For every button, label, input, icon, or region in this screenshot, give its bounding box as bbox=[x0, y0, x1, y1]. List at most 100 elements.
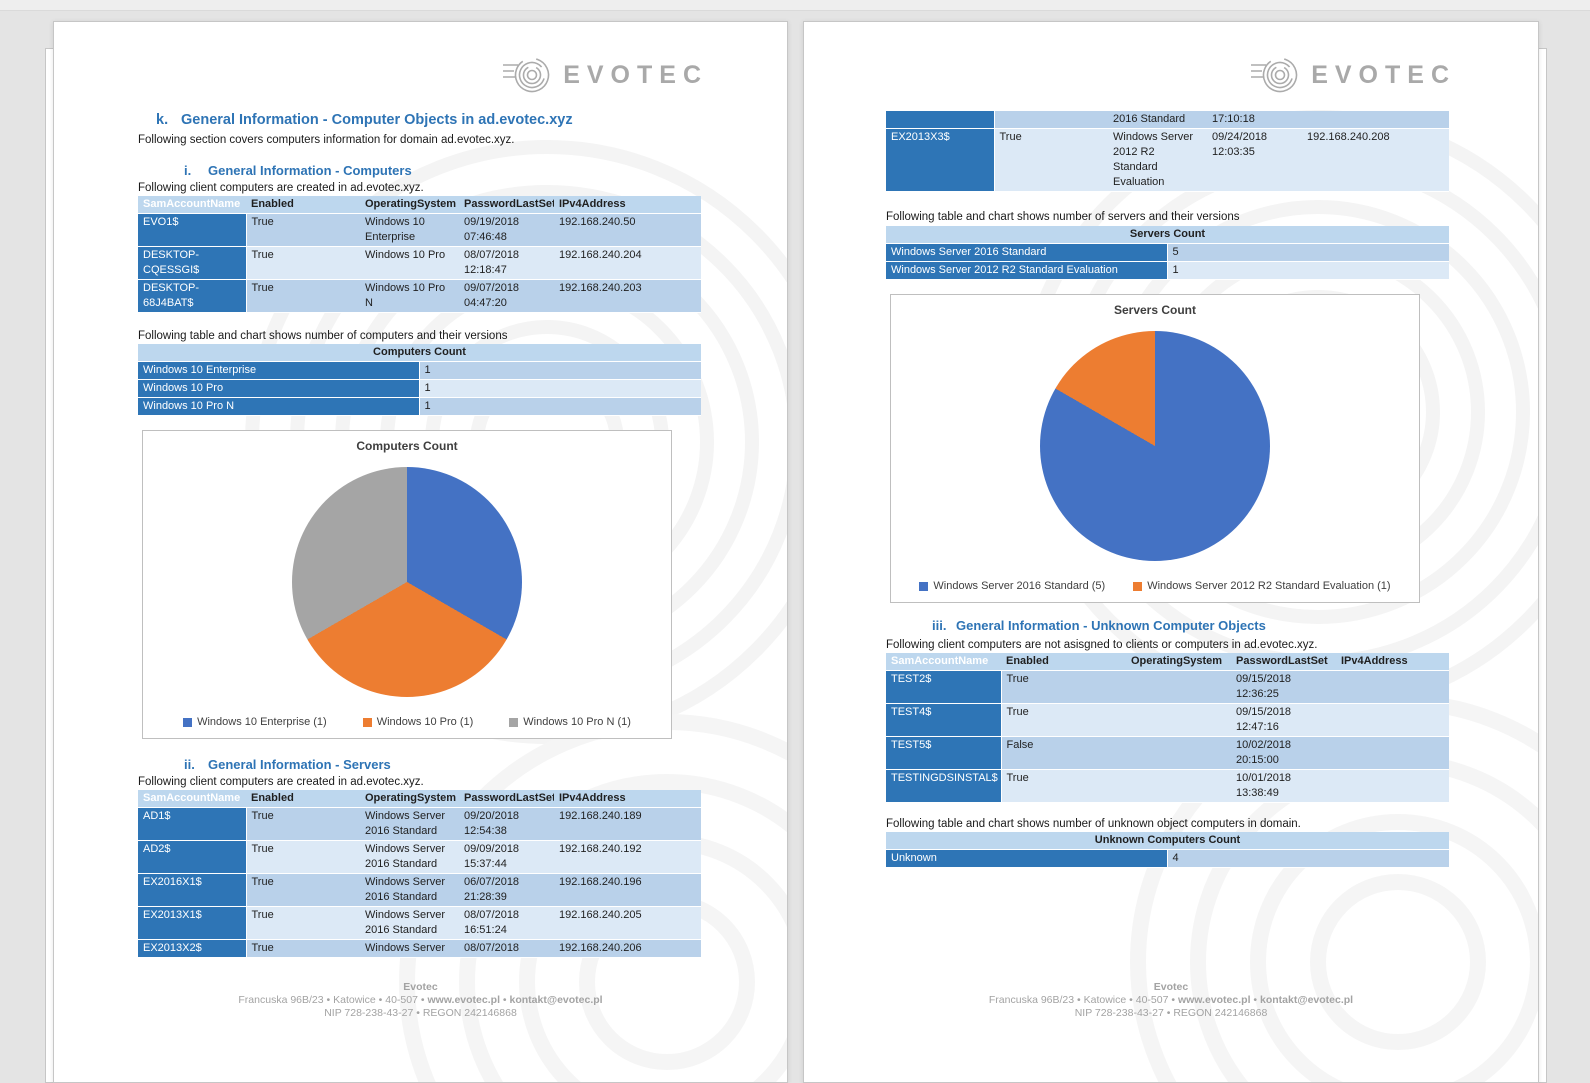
table-cell: Windows Server 2016 Standard bbox=[360, 807, 459, 841]
page-2: EVOTEC 2016 Standard 17:10:18 EX2013X3$ Tru… bbox=[803, 21, 1539, 1083]
table-cell: 06/07/2018 21:28:39 bbox=[459, 873, 554, 907]
heading-number: ii. bbox=[184, 757, 195, 772]
servers-table: SamAccountName Enabled OperatingSystem Pass… bbox=[138, 790, 701, 958]
heading-text: General Information - Computer Objects i… bbox=[181, 112, 573, 128]
legend-item: Windows Server 2016 Standard (5) bbox=[919, 580, 1105, 592]
computers-pie-chart: Computers Count Windows 10 Enterprise (1… bbox=[142, 430, 672, 739]
table-cell bbox=[1126, 736, 1231, 770]
table-row: Unknown 4 bbox=[886, 849, 1449, 868]
logo-wordmark: EVOTEC bbox=[563, 60, 708, 89]
computers-table: SamAccountName Enabled OperatingSystem Pass… bbox=[138, 196, 701, 313]
column-header: SamAccountName bbox=[138, 196, 246, 214]
footer-address-text: Francuska 96B/23 • Katowice • 40-507 • bbox=[988, 994, 1178, 1006]
computers-intro-text: Following client computers are created i… bbox=[138, 182, 424, 194]
servers-count-table: Servers Count Windows Server 2016 Standar… bbox=[886, 226, 1449, 280]
table-cell bbox=[1336, 769, 1449, 803]
table-cell: Windows Server 2012 R2 Standard Evaluati… bbox=[1108, 128, 1207, 192]
table-row: TESTINGDSINSTAL$ True 10/01/2018 13:38:49 bbox=[886, 769, 1449, 803]
column-header: Enabled bbox=[246, 196, 360, 214]
footer-website: www.evotec.pl bbox=[427, 994, 500, 1006]
footer-address: Francuska 96B/23 • Katowice • 40-507 • w… bbox=[54, 994, 787, 1007]
column-header: IPv4Address bbox=[554, 196, 701, 214]
footer-email: kontakt@evotec.pl bbox=[1260, 994, 1354, 1006]
table-cell: AD2$ bbox=[138, 840, 247, 874]
unknown-intro-text: Following client computers are not asisg… bbox=[886, 639, 1318, 651]
table-row: TEST4$ True 09/15/2018 12:47:16 bbox=[886, 703, 1449, 737]
chart-title: Servers Count bbox=[1113, 303, 1197, 317]
table-cell: True bbox=[1001, 703, 1126, 737]
column-header: Enabled bbox=[246, 790, 360, 808]
column-header: OperatingSystem bbox=[1126, 653, 1231, 671]
table-cell: TEST2$ bbox=[886, 670, 1002, 704]
page-2-content: EVOTEC 2016 Standard 17:10:18 EX2013X3$ Tru… bbox=[886, 22, 1449, 1082]
table-cell: 09/15/2018 12:47:16 bbox=[1231, 703, 1336, 737]
servers-count-intro-text: Following table and chart shows number o… bbox=[886, 211, 1240, 223]
servers-pie-chart: Servers Count Windows Server 2016 Standa… bbox=[890, 294, 1420, 603]
table-cell: Windows Server 2016 Standard bbox=[886, 243, 1168, 262]
table-cell: 10/02/2018 20:15:00 bbox=[1231, 736, 1336, 770]
column-header: OperatingSystem bbox=[360, 790, 459, 808]
table-row: EX2013X2$ True Windows Server 08/07/2018 192… bbox=[138, 939, 701, 958]
table-cell: 09/24/2018 12:03:35 bbox=[1207, 128, 1302, 192]
legend-swatch-icon bbox=[183, 717, 193, 727]
unknown-computers-table: SamAccountName Enabled OperatingSystem Pass… bbox=[886, 653, 1449, 803]
table-row: EVO1$ True Windows 10 Enterprise 09/19/2018… bbox=[138, 213, 701, 247]
heading-servers: ii. General Information - Servers bbox=[138, 756, 701, 774]
table-cell: Windows 10 Pro N bbox=[138, 397, 420, 416]
table-row: Windows Server 2016 Standard 5 bbox=[886, 243, 1449, 262]
table-cell: 17:10:18 bbox=[1207, 111, 1302, 129]
table-cell bbox=[1302, 111, 1449, 129]
table-cell: EX2013X3$ bbox=[886, 128, 995, 192]
table-cell: Windows 10 Enterprise bbox=[360, 213, 459, 247]
footer-company: Evotec bbox=[1153, 981, 1189, 993]
table-cell bbox=[1126, 703, 1231, 737]
table-cell: True bbox=[246, 246, 360, 280]
evotec-logo: EVOTEC bbox=[886, 53, 1449, 97]
table-row: AD2$ True Windows Server 2016 Standard 09/0… bbox=[138, 840, 701, 874]
legend-swatch-icon bbox=[362, 717, 372, 727]
pie bbox=[292, 467, 522, 697]
table-cell: 2016 Standard bbox=[1108, 111, 1207, 129]
computers-count-intro-text: Following table and chart shows number o… bbox=[138, 330, 508, 342]
table-cell: 192.168.240.196 bbox=[554, 873, 701, 907]
heading-text: General Information - Unknown Computer O… bbox=[956, 618, 1266, 633]
table-cell: Unknown bbox=[886, 849, 1168, 868]
legend-item: Windows 10 Pro N (1) bbox=[509, 716, 631, 728]
table-cell: 10/01/2018 13:38:49 bbox=[1231, 769, 1336, 803]
footer-registration: NIP 728-238-43-27 • REGON 242146868 bbox=[324, 1007, 517, 1019]
table-cell: 192.168.240.208 bbox=[1302, 128, 1449, 192]
table-cell: Windows 10 Pro bbox=[360, 246, 459, 280]
table-cell bbox=[1336, 703, 1449, 737]
table-cell: 1 bbox=[419, 397, 701, 416]
column-header: PasswordLastSet bbox=[459, 790, 554, 808]
table-cell: AD1$ bbox=[138, 807, 247, 841]
table-cell: 192.168.240.50 bbox=[554, 213, 701, 247]
footer-registration: NIP 728-238-43-27 • REGON 242146868 bbox=[1074, 1007, 1268, 1019]
logo-swirl-icon bbox=[1251, 57, 1298, 93]
legend-item: Windows 10 Enterprise (1) bbox=[183, 716, 327, 728]
column-header: PasswordLastSet bbox=[1231, 653, 1336, 671]
chart-legend: Windows Server 2016 Standard (5) Windows … bbox=[891, 580, 1419, 592]
table-cell: EX2016X1$ bbox=[138, 873, 247, 907]
servers-table-continuation: 2016 Standard 17:10:18 EX2013X3$ True Window… bbox=[886, 111, 1449, 192]
table-row: EX2013X3$ True Windows Server 2012 R2 Stan… bbox=[886, 128, 1449, 192]
table-cell: 192.168.240.205 bbox=[554, 906, 701, 940]
table-row: EX2016X1$ True Windows Server 2016 Standar… bbox=[138, 873, 701, 907]
table-cell: TEST4$ bbox=[886, 703, 1002, 737]
table-cell: True bbox=[246, 807, 360, 841]
table-header-row: SamAccountName Enabled OperatingSystem Pass… bbox=[886, 653, 1449, 671]
footer-company: Evotec bbox=[403, 981, 438, 993]
table-cell: 1 bbox=[1167, 261, 1449, 280]
table-row: Windows 10 Enterprise 1 bbox=[138, 361, 701, 380]
table-row: TEST2$ True 09/15/2018 12:36:25 bbox=[886, 670, 1449, 704]
table-cell: 08/07/2018 bbox=[459, 939, 554, 958]
page-1: EVOTEC k. General Information - Computer … bbox=[53, 21, 788, 1083]
table-cell bbox=[1336, 670, 1449, 704]
table-row: AD1$ True Windows Server 2016 Standard 09/2… bbox=[138, 807, 701, 841]
footer-address-text: Francuska 96B/23 • Katowice • 40-507 • bbox=[238, 994, 428, 1006]
legend-swatch-icon bbox=[509, 717, 519, 727]
page-1-content: EVOTEC k. General Information - Computer … bbox=[138, 22, 701, 1082]
footer-email: kontakt@evotec.pl bbox=[509, 994, 603, 1006]
table-cell: True bbox=[246, 840, 360, 874]
